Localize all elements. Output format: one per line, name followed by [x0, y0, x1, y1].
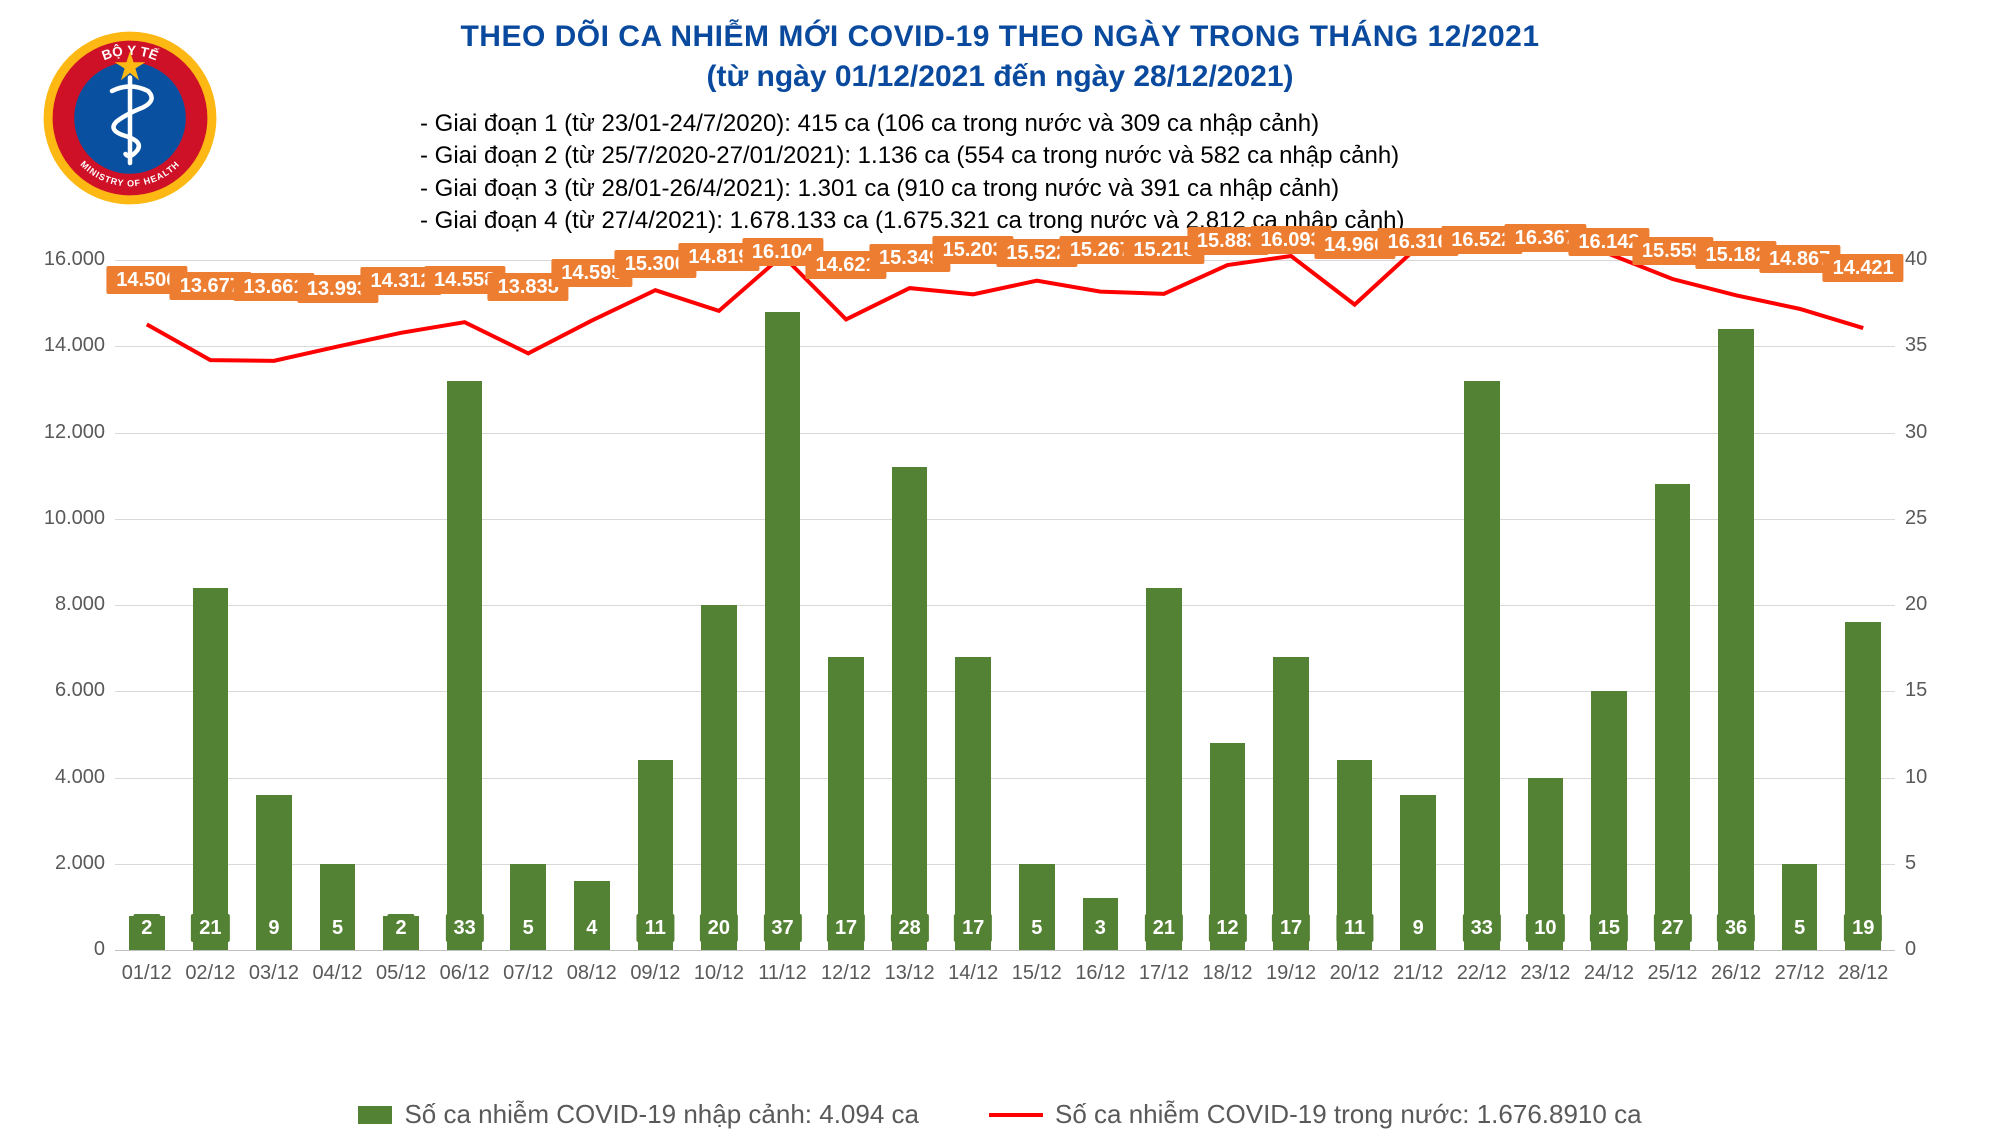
legend-item: Số ca nhiễm COVID-19 trong nước: 1.676.8… — [989, 1099, 1642, 1130]
legend-swatch-bar — [358, 1106, 392, 1124]
phase-2: - Giai đoạn 2 (từ 25/7/2020-27/01/2021):… — [420, 140, 1405, 172]
phase-descriptions: - Giai đoạn 1 (từ 23/01-24/7/2020): 415 … — [420, 108, 1405, 238]
phase-3: - Giai đoạn 3 (từ 28/01-26/4/2021): 1.30… — [420, 173, 1405, 205]
legend-label: Số ca nhiễm COVID-19 nhập cảnh: 4.094 ca — [404, 1099, 919, 1130]
line-value-label: 14.421 — [1823, 254, 1904, 282]
legend-item: Số ca nhiễm COVID-19 nhập cảnh: 4.094 ca — [358, 1099, 919, 1130]
covid-chart: 02.0004.0006.0008.00010.00012.00014.0001… — [115, 260, 1945, 1010]
legend-label: Số ca nhiễm COVID-19 trong nước: 1.676.8… — [1055, 1099, 1642, 1130]
phase-1: - Giai đoạn 1 (từ 23/01-24/7/2020): 415 … — [420, 108, 1405, 140]
chart-legend: Số ca nhiễm COVID-19 nhập cảnh: 4.094 ca… — [0, 1099, 2000, 1130]
title-line-1: THEO DÕI CA NHIỄM MỚI COVID-19 THEO NGÀY… — [0, 20, 2000, 54]
title-line-2: (từ ngày 01/12/2021 đến ngày 28/12/2021) — [0, 60, 2000, 94]
legend-swatch-line — [989, 1113, 1043, 1117]
title-block: THEO DÕI CA NHIỄM MỚI COVID-19 THEO NGÀY… — [0, 20, 2000, 94]
